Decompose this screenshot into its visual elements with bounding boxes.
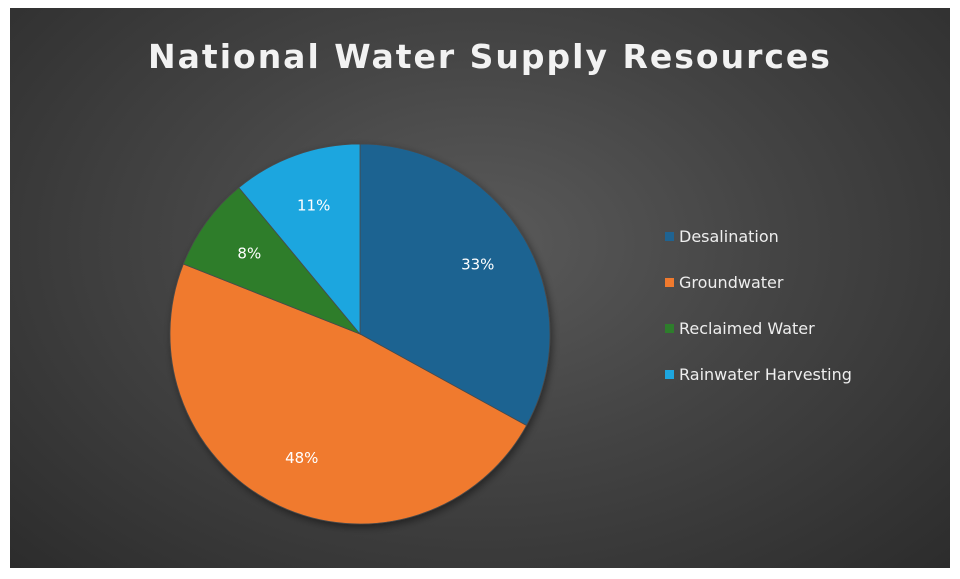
data-label-reclaimed-water: 8% <box>237 245 261 263</box>
data-label-desalination: 33% <box>461 255 494 273</box>
legend-label-reclaimed-water: Reclaimed Water <box>679 319 815 338</box>
legend-label-desalination: Desalination <box>679 227 779 246</box>
legend-swatch-rainwater-harvesting <box>665 370 674 379</box>
pie-slice-rainwater-harvesting <box>238 143 361 336</box>
legend-label-rainwater-harvesting: Rainwater Harvesting <box>679 365 852 384</box>
legend-swatch-groundwater <box>665 278 674 287</box>
chart-area: National Water Supply Resources 33% 48% 8%… <box>10 8 950 568</box>
data-label-groundwater: 48% <box>285 449 318 467</box>
legend-swatch-desalination <box>665 232 674 241</box>
legend-swatch-reclaimed-water <box>665 324 674 333</box>
legend-item-reclaimed-water: Reclaimed Water <box>665 319 815 338</box>
legend: Desalination Groundwater Reclaimed Water Ra… <box>665 227 852 384</box>
pie-chart: National Water Supply Resources 33% 48% 8%… <box>148 37 852 525</box>
legend-label-groundwater: Groundwater <box>679 273 784 292</box>
legend-item-groundwater: Groundwater <box>665 273 784 292</box>
pie-slice-reclaimed-water <box>182 187 361 335</box>
pie-slice-desalination <box>359 143 551 427</box>
chart-title: National Water Supply Resources <box>148 37 832 76</box>
pie-slices <box>169 143 551 525</box>
pie-slice-groundwater <box>169 263 528 525</box>
data-labels: 33% 48% 8% 11% <box>237 196 494 466</box>
data-label-rainwater-harvesting: 11% <box>297 196 330 214</box>
legend-item-rainwater-harvesting: Rainwater Harvesting <box>665 365 852 384</box>
legend-item-desalination: Desalination <box>665 227 779 246</box>
